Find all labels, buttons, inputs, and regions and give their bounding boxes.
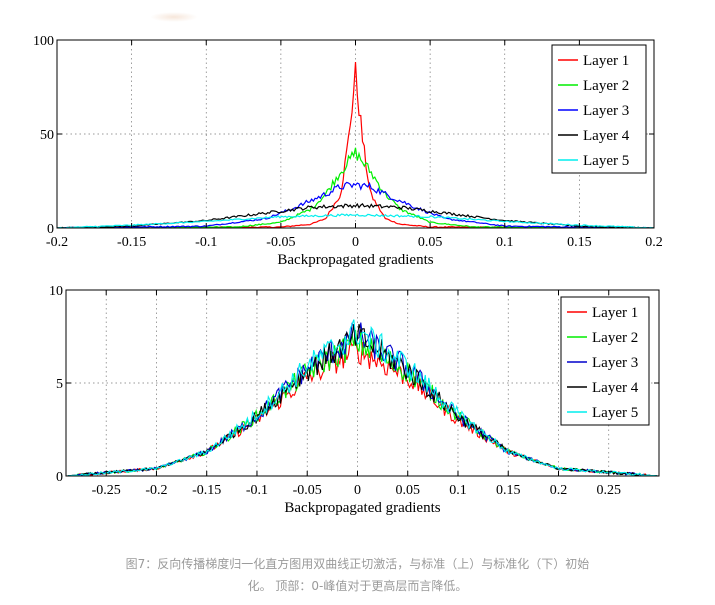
x-tick-label: -0.05 (293, 483, 322, 498)
y-tick-label: 0 (47, 222, 54, 237)
x-tick-label: -0.15 (192, 483, 221, 498)
x-tick-label: 0 (354, 483, 361, 498)
series-line-layer-5 (66, 319, 659, 476)
legend-label: Layer 1 (583, 53, 629, 69)
y-tick-label: 100 (33, 34, 54, 49)
legend-label: Layer 1 (592, 305, 638, 321)
legend: Layer 1 Layer 2 Layer 3 Layer 4 Layer 5 (551, 44, 647, 174)
legend-label: Layer 3 (592, 355, 638, 371)
x-tick-label: 0.05 (418, 235, 443, 250)
x-tick-label: -0.05 (266, 235, 295, 250)
y-tick-label: 5 (56, 377, 63, 392)
plot-area (66, 319, 659, 476)
x-tick-label: 0 (352, 235, 359, 250)
x-tick-label: 0.2 (550, 483, 568, 498)
chart-1: -0.2 -0.15 -0.1 -0.05 0 0.05 0.1 0.15 0.2 0 50 100 B… (33, 34, 663, 268)
figure: -0.2 -0.15 -0.1 -0.05 0 0.05 0.1 0.15 0.2050100B… (33, 34, 663, 516)
legend-label: Layer 2 (592, 330, 638, 346)
decorative-blur (150, 12, 198, 22)
x-tick-label: 0.05 (395, 483, 420, 498)
legend-box (551, 44, 647, 174)
x-tick-label: 0.2 (645, 235, 663, 250)
x-axis-label: Backpropagated gradients (284, 500, 440, 516)
x-tick-label: -0.2 (145, 483, 167, 498)
y-tick-label: 0 (56, 470, 63, 485)
legend: Layer 1 Layer 2 Layer 3 Layer 4 Layer 5 (560, 296, 650, 426)
x-tick-label: 0.15 (567, 235, 592, 250)
legend-label: Layer 2 (583, 78, 629, 94)
x-tick-label: -0.25 (92, 483, 121, 498)
legend-label: Layer 4 (592, 380, 639, 396)
x-tick-label: 0.25 (596, 483, 621, 498)
series-line-layer-5 (57, 213, 654, 228)
x-axis-label: Backpropagated gradients (277, 252, 433, 268)
legend-label: Layer 5 (583, 153, 629, 169)
legend-label: Layer 3 (583, 103, 629, 119)
x-tick-label: -0.15 (117, 235, 146, 250)
y-tick-label: 10 (49, 284, 63, 299)
x-tick-label: 0.15 (496, 483, 521, 498)
x-tick-label: 0.1 (496, 235, 514, 250)
x-tick-label: 0.1 (449, 483, 467, 498)
caption-line-1: 图7：反向传播梯度归一化直方图用双曲线正切激活，与标准（上）与标准化（下）初始 (125, 557, 590, 571)
legend-box (560, 296, 650, 426)
chart-2: -0.25 -0.2 -0.15 -0.1 -0.05 0 0.05 0.1 0.15 0.2 0.… (49, 284, 660, 516)
x-tick-label: -0.1 (195, 235, 217, 250)
series-line-layer-3 (57, 181, 654, 228)
legend-label: Layer 5 (592, 405, 638, 421)
caption-line-2: 化。 顶部：0-峰值对于更高层而言降低。 (247, 579, 468, 593)
x-tick-label: -0.1 (246, 483, 268, 498)
x-tick-label: -0.2 (46, 235, 68, 250)
legend-label: Layer 4 (583, 128, 630, 144)
y-tick-label: 50 (40, 128, 54, 143)
